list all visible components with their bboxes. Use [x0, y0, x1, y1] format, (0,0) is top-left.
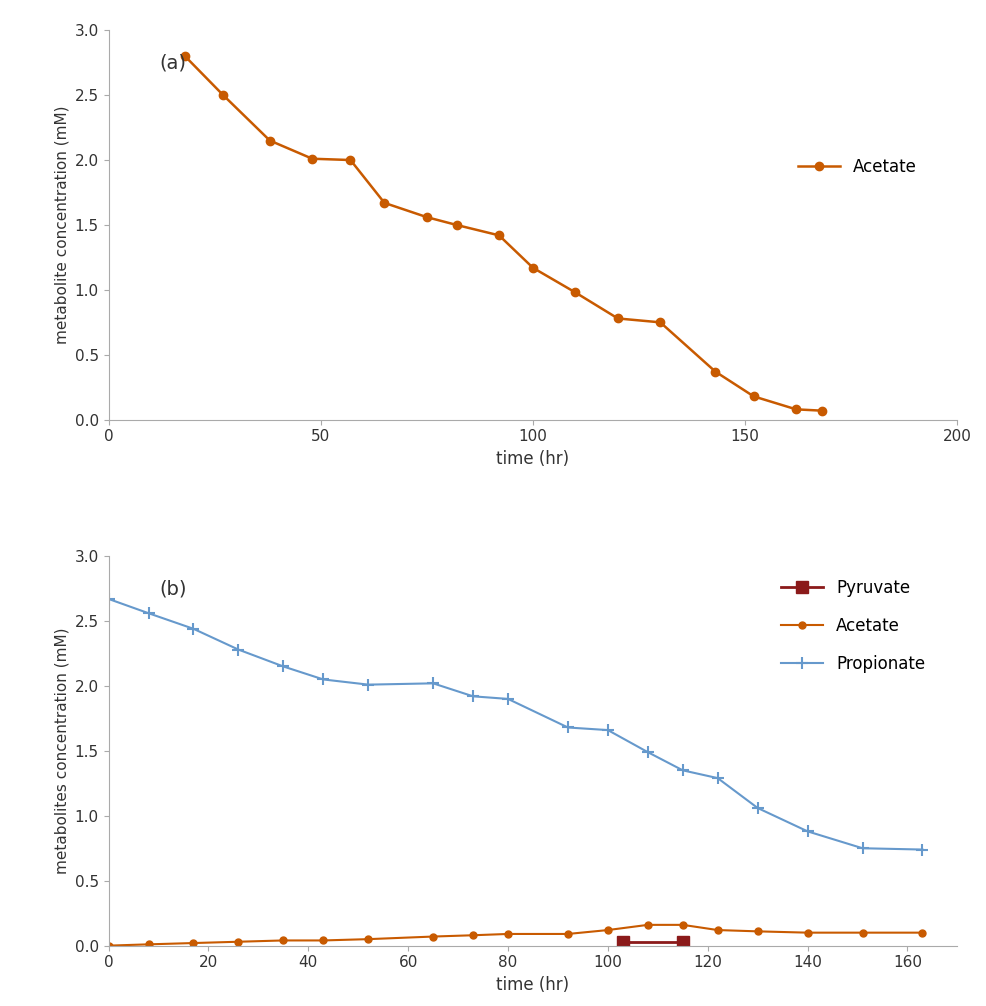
Acetate: [451, 219, 462, 231]
Acetate: [751, 926, 763, 938]
Pyruvate: [676, 936, 688, 948]
Acetate: [709, 365, 721, 377]
Acetate: [641, 918, 653, 931]
Acetate: [427, 931, 439, 943]
Acetate: [814, 404, 826, 416]
Acetate: [611, 313, 623, 325]
Line: Propionate: Propionate: [103, 594, 927, 855]
Acetate: [747, 390, 759, 402]
Acetate: [178, 50, 190, 62]
Propionate: [233, 644, 245, 656]
Acetate: [790, 403, 802, 415]
Propionate: [103, 593, 114, 605]
X-axis label: time (hr): time (hr): [496, 450, 569, 468]
Acetate: [916, 927, 928, 939]
Pyruvate: [616, 936, 628, 948]
Acetate: [856, 927, 868, 939]
Acetate: [362, 934, 374, 946]
Acetate: [801, 927, 812, 939]
Propionate: [856, 842, 868, 854]
Acetate: [103, 940, 114, 952]
Acetate: [317, 935, 329, 947]
Text: (b): (b): [160, 579, 186, 599]
Acetate: [676, 918, 688, 931]
Acetate: [527, 262, 538, 274]
Propionate: [277, 660, 289, 672]
Acetate: [420, 211, 432, 223]
Acetate: [379, 197, 390, 209]
Propionate: [466, 690, 478, 702]
Line: Acetate: Acetate: [180, 52, 825, 414]
Acetate: [306, 153, 317, 165]
Acetate: [601, 925, 613, 937]
Acetate: [263, 135, 275, 147]
Propionate: [317, 673, 329, 685]
Acetate: [142, 939, 154, 951]
Propionate: [801, 825, 812, 837]
Acetate: [466, 930, 478, 942]
Propionate: [641, 746, 653, 759]
Line: Acetate: Acetate: [105, 921, 925, 949]
Acetate: [217, 90, 229, 102]
Acetate: [561, 928, 573, 940]
Acetate: [344, 154, 356, 166]
Acetate: [711, 925, 723, 937]
Propionate: [362, 679, 374, 691]
Propionate: [751, 802, 763, 814]
Legend: Pyruvate, Acetate, Propionate: Pyruvate, Acetate, Propionate: [774, 572, 931, 679]
Acetate: [502, 928, 514, 940]
Acetate: [187, 937, 199, 949]
Acetate: [654, 316, 666, 328]
Propionate: [676, 765, 688, 777]
Text: (a): (a): [160, 53, 186, 72]
X-axis label: time (hr): time (hr): [496, 976, 569, 994]
Y-axis label: metabolites concentration (mM): metabolites concentration (mM): [54, 628, 69, 874]
Acetate: [569, 287, 581, 299]
Propionate: [427, 677, 439, 689]
Propionate: [601, 724, 613, 736]
Acetate: [233, 936, 245, 948]
Propionate: [502, 693, 514, 705]
Acetate: [277, 935, 289, 947]
Line: Pyruvate: Pyruvate: [616, 937, 687, 948]
Propionate: [711, 772, 723, 784]
Legend: Acetate: Acetate: [791, 151, 923, 182]
Acetate: [493, 229, 505, 241]
Propionate: [187, 623, 199, 635]
Propionate: [142, 608, 154, 620]
Y-axis label: metabolite concentration (mM): metabolite concentration (mM): [54, 106, 69, 344]
Propionate: [916, 843, 928, 855]
Propionate: [561, 721, 573, 733]
